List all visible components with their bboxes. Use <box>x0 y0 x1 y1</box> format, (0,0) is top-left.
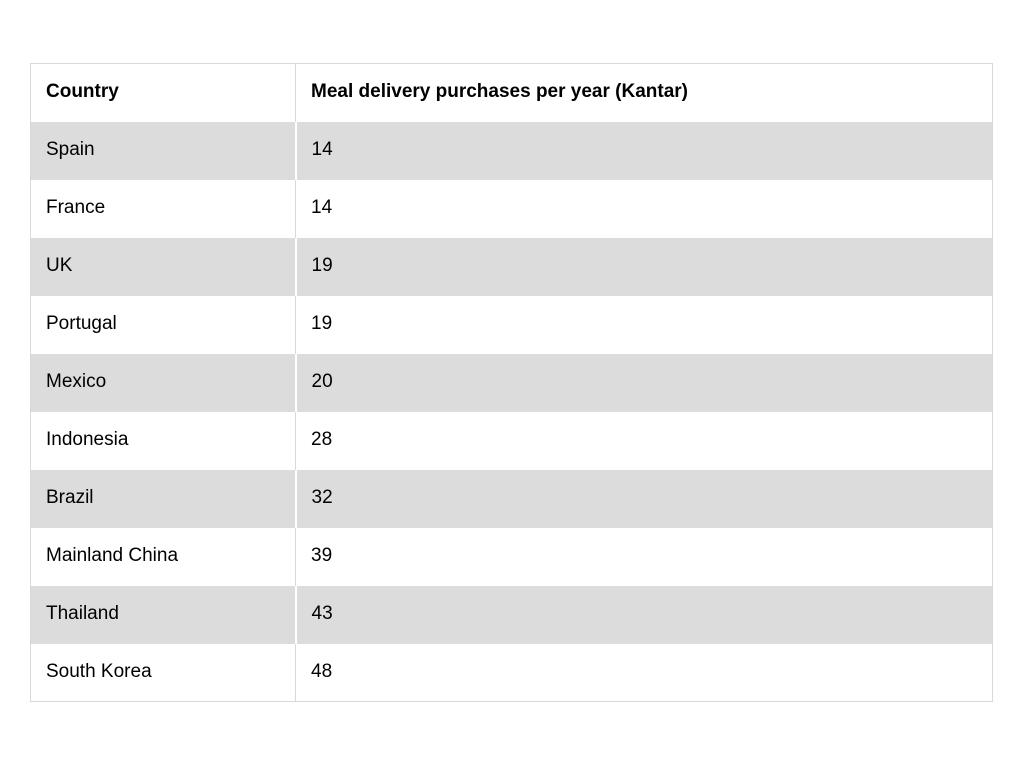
table-header: Country Meal delivery purchases per year… <box>30 63 993 122</box>
table-row: Spain 14 <box>30 121 993 180</box>
country-cell: Spain <box>46 139 95 161</box>
table-row: Thailand 43 <box>30 585 993 644</box>
value-cell: 20 <box>294 353 993 412</box>
table-row: Indonesia 28 <box>31 411 993 470</box>
country-cell: Thailand <box>46 603 119 625</box>
table-row: Mainland China 39 <box>31 527 993 586</box>
table-row: France 14 <box>31 179 993 238</box>
table-row: South Korea 48 <box>31 643 993 702</box>
country-cell: France <box>46 197 106 219</box>
table-row: UK 19 <box>30 237 993 296</box>
country-cell: Brazil <box>46 487 94 509</box>
country-cell: Mainland China <box>46 545 179 567</box>
table-body: Spain 14 France 14 UK 19 Portugal 19 Mex… <box>30 121 993 702</box>
column-header-purchases: Meal delivery purchases per year (Kantar… <box>295 63 993 122</box>
country-cell: Portugal <box>46 313 117 335</box>
table-container: Country Meal delivery purchases per year… <box>30 63 993 702</box>
value-cell: 39 <box>295 527 993 586</box>
table-row: Brazil 32 <box>30 469 993 528</box>
country-cell: South Korea <box>46 660 152 682</box>
value-cell: 48 <box>295 643 993 702</box>
value-cell: 19 <box>294 237 993 296</box>
country-cell: Mexico <box>46 371 107 393</box>
column-header-country: Country <box>30 63 296 122</box>
value-cell: 32 <box>294 469 993 528</box>
table-row: Mexico 20 <box>30 353 993 412</box>
value-cell: 14 <box>294 121 993 180</box>
value-cell: 14 <box>295 179 993 238</box>
country-cell: UK <box>46 255 73 277</box>
value-cell: 28 <box>295 411 993 470</box>
header-row: Country Meal delivery purchases per year… <box>30 63 993 122</box>
value-cell: 43 <box>294 585 993 644</box>
country-cell: Indonesia <box>46 429 129 451</box>
table-row: Portugal 19 <box>31 295 993 354</box>
meal-delivery-table: Country Meal delivery purchases per year… <box>30 63 993 702</box>
value-cell: 19 <box>295 295 993 354</box>
